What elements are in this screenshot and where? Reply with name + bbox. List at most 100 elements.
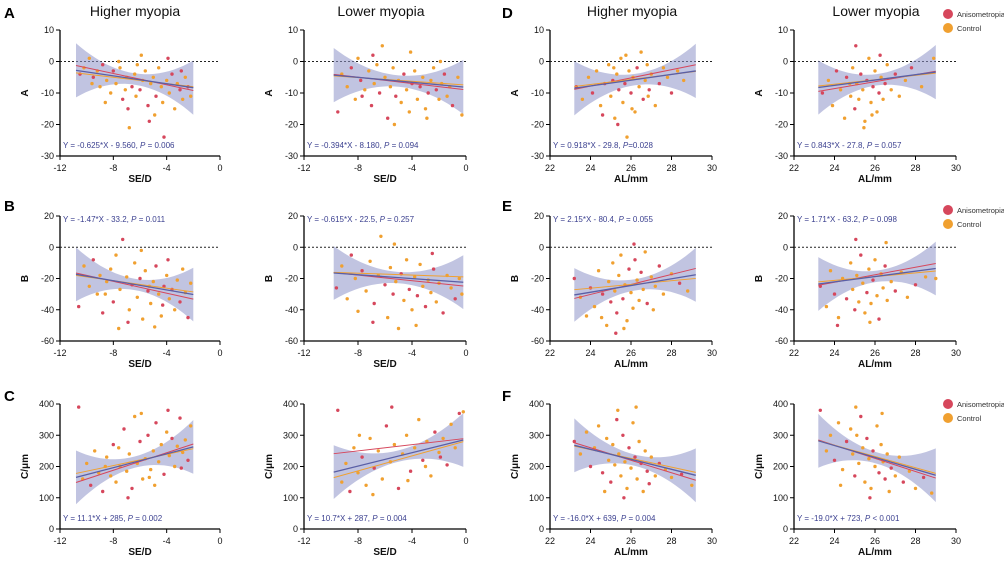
- x-tick-label: -8: [354, 348, 362, 358]
- data-point: [98, 273, 102, 278]
- y-tick-label: -60: [531, 336, 544, 346]
- x-tick-label: 24: [585, 536, 595, 546]
- y-tick-label: 20: [778, 211, 788, 221]
- data-point: [392, 122, 397, 127]
- data-point: [930, 491, 934, 495]
- data-point: [417, 417, 421, 422]
- data-point: [394, 94, 398, 98]
- data-point: [621, 433, 625, 437]
- data-point: [438, 59, 443, 64]
- data-point: [868, 320, 872, 324]
- data-point: [360, 269, 364, 273]
- data-point: [677, 281, 682, 285]
- x-tick-label: 0: [463, 536, 468, 546]
- data-point: [369, 103, 374, 108]
- data-point: [461, 410, 465, 414]
- data-point: [857, 97, 861, 102]
- data-point: [407, 110, 411, 114]
- y-tick-label: 10: [534, 25, 544, 35]
- overall-fit-line: [818, 71, 936, 89]
- y-tick-label: 400: [283, 399, 298, 409]
- regression-equation: Y = 0.843*X - 27.8, P = 0.057: [797, 141, 902, 150]
- data-point: [619, 56, 623, 60]
- panel-d2: 22 24 26 28 30 -30 -20 -10 0 10 AL/mm A Y = 0.843*X …: [754, 25, 961, 185]
- data-point: [879, 75, 883, 80]
- data-point: [826, 78, 831, 83]
- y-tick-label: -30: [285, 151, 298, 161]
- data-point: [849, 427, 853, 431]
- data-point: [617, 88, 621, 92]
- panel-e2: 22 24 26 28 30 -60 -40 -20 0 20 AL/mm B Y = 1.71*X -…: [754, 211, 961, 370]
- y-tick-label: 300: [529, 430, 544, 440]
- data-point: [873, 258, 877, 262]
- data-point: [105, 279, 109, 284]
- data-point: [170, 72, 174, 76]
- y-tick-label: 0: [539, 57, 544, 67]
- y-axis-title: B: [264, 275, 275, 282]
- x-tick-label: 26: [870, 536, 880, 546]
- data-point: [669, 91, 674, 95]
- x-tick-label: 30: [951, 163, 961, 173]
- data-point: [151, 279, 155, 284]
- regression-equation: Y = 2.15*X - 80.4, P = 0.055: [553, 215, 653, 224]
- data-point: [165, 273, 169, 278]
- data-point: [421, 458, 425, 462]
- column-title-4: Lower myopia: [832, 3, 919, 19]
- y-tick-label: 300: [283, 430, 298, 440]
- y-tick-label: -40: [775, 305, 788, 315]
- data-point: [127, 452, 131, 456]
- data-point: [921, 475, 926, 480]
- data-point: [109, 91, 113, 95]
- data-point: [609, 300, 613, 304]
- data-point: [356, 309, 360, 313]
- data-point: [913, 283, 918, 287]
- data-point: [861, 281, 865, 285]
- data-point: [371, 492, 375, 497]
- data-point: [873, 69, 877, 73]
- data-point: [367, 69, 371, 73]
- y-tick-label: 200: [529, 462, 544, 472]
- data-point: [103, 100, 108, 105]
- legend-label-control: Control: [957, 220, 982, 229]
- data-point: [413, 446, 417, 450]
- x-tick-label: 30: [707, 348, 717, 358]
- data-point: [657, 264, 661, 268]
- data-point: [114, 81, 118, 86]
- data-point: [871, 278, 875, 282]
- y-tick-label: 10: [288, 25, 298, 35]
- x-axis-title: SE/D: [373, 359, 396, 370]
- y-tick-label: 400: [529, 399, 544, 409]
- y-tick-label: 0: [539, 524, 544, 534]
- control-fit-line: [333, 441, 464, 479]
- data-point: [162, 135, 166, 139]
- data-point: [661, 292, 666, 296]
- data-point: [127, 126, 131, 130]
- data-point: [853, 107, 857, 111]
- data-point: [372, 81, 376, 86]
- data-point: [844, 75, 849, 80]
- data-point: [89, 483, 93, 487]
- data-point: [586, 75, 591, 80]
- data-point: [871, 85, 875, 89]
- data-point: [360, 455, 364, 459]
- data-point: [630, 107, 634, 111]
- x-tick-label: -8: [109, 163, 117, 173]
- data-point: [867, 457, 871, 461]
- x-tick-label: -4: [408, 536, 416, 546]
- data-point: [635, 278, 639, 282]
- data-point: [111, 300, 116, 304]
- data-point: [649, 275, 653, 279]
- overall-fit-line: [333, 272, 464, 283]
- data-point: [157, 460, 161, 464]
- data-point: [879, 442, 883, 447]
- data-point: [95, 292, 100, 296]
- data-point: [836, 421, 841, 425]
- data-point: [423, 464, 428, 469]
- data-point: [934, 276, 938, 281]
- y-tick-label: 10: [778, 25, 788, 35]
- data-point: [166, 56, 170, 60]
- data-point: [149, 81, 153, 86]
- x-tick-label: -4: [163, 348, 171, 358]
